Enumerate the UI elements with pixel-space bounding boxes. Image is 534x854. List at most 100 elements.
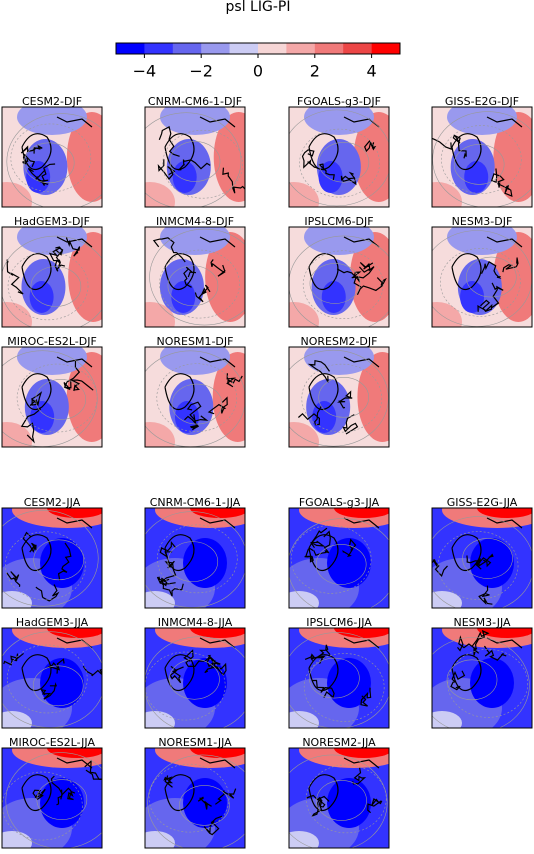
coastline xyxy=(164,637,236,692)
map-frame xyxy=(288,507,390,609)
map-field xyxy=(477,628,532,638)
colorbar-segment xyxy=(314,43,344,54)
panel-title: CESM2-DJF xyxy=(22,95,82,108)
map-field xyxy=(47,748,102,758)
map-field xyxy=(47,508,102,518)
panel-title: NORESM2-JJA xyxy=(302,736,376,749)
panel-title: INMCM4-8-DJF xyxy=(156,215,234,228)
contour xyxy=(440,248,521,317)
contour xyxy=(171,383,223,425)
map-field xyxy=(304,347,374,375)
map-field xyxy=(432,591,462,608)
map-frame xyxy=(144,747,246,849)
coastline xyxy=(21,236,93,291)
coastline xyxy=(432,134,513,197)
contour xyxy=(447,649,529,718)
map-frame xyxy=(144,106,246,208)
coastline xyxy=(164,116,236,171)
map-panel xyxy=(145,508,245,608)
map-field xyxy=(190,508,245,518)
map-field xyxy=(17,227,87,255)
contour xyxy=(149,228,245,326)
map-field xyxy=(447,227,517,255)
map-field xyxy=(172,161,197,193)
map-panel xyxy=(289,748,389,848)
coastline xyxy=(152,237,226,303)
coastline xyxy=(432,553,494,606)
map-frame xyxy=(1,507,103,609)
map-field xyxy=(432,711,462,728)
map-field xyxy=(304,107,374,135)
coastline xyxy=(451,116,523,171)
map-field xyxy=(334,748,389,758)
map-field xyxy=(304,227,374,255)
colorbar-segment xyxy=(343,43,372,54)
coastline xyxy=(6,531,72,602)
panel-title: NORESM1-JJA xyxy=(158,736,232,749)
contour xyxy=(2,235,102,327)
map-panel xyxy=(289,107,389,207)
coastline xyxy=(20,144,56,186)
contour xyxy=(301,363,383,433)
contour xyxy=(289,349,389,447)
panel-title: CNRM-CM6-1-JJA xyxy=(150,496,241,509)
map-frame xyxy=(144,507,246,609)
map-panel xyxy=(145,227,245,327)
map-field xyxy=(2,831,32,848)
contour xyxy=(432,516,532,608)
colorbar-tick-label: 2 xyxy=(310,62,320,81)
map-frame xyxy=(1,226,103,328)
contour xyxy=(289,632,389,728)
map-frame xyxy=(1,346,103,448)
colorbar-segment xyxy=(201,43,230,54)
contour xyxy=(432,111,532,207)
map-field xyxy=(190,628,245,638)
map-field xyxy=(432,302,462,327)
map-field xyxy=(2,182,32,207)
panel-title: CESM2-JJA xyxy=(24,496,81,509)
map-frame xyxy=(288,106,390,208)
map-frame xyxy=(431,507,533,609)
panel-title: INMCM4-8-JJA xyxy=(158,616,233,629)
map-panel xyxy=(2,628,102,728)
map-panel xyxy=(145,347,245,447)
map-panel xyxy=(432,508,532,608)
panel-title: HadGEM3-JJA xyxy=(16,616,89,629)
map-field xyxy=(29,281,54,313)
map-frame xyxy=(1,106,103,208)
colorbar-segment xyxy=(371,43,401,54)
map-field xyxy=(289,711,319,728)
panel-title: FGOALS-g3-JJA xyxy=(299,496,380,509)
contour xyxy=(167,541,219,582)
coastline xyxy=(304,644,372,707)
panel-title: GISS-E2G-DJF xyxy=(445,95,519,108)
map-panel xyxy=(289,628,389,728)
figure-title: psl LIG-PI xyxy=(226,0,291,15)
contour xyxy=(156,363,238,432)
map-panel xyxy=(2,508,102,608)
contour xyxy=(167,265,219,307)
coastline xyxy=(306,767,383,818)
map-panel xyxy=(289,227,389,327)
map-panel xyxy=(2,748,102,848)
map-frame xyxy=(288,747,390,849)
map-field xyxy=(460,281,485,313)
map-field xyxy=(289,422,319,447)
map-field xyxy=(17,347,87,375)
contour xyxy=(309,263,361,304)
contour xyxy=(315,544,367,585)
contour xyxy=(156,524,238,594)
colorbar-tick-label: 4 xyxy=(367,62,377,81)
coastline xyxy=(451,637,523,692)
map-panel xyxy=(432,628,532,728)
map-field xyxy=(190,748,245,758)
contour xyxy=(35,379,87,420)
map-field xyxy=(66,352,102,442)
contour xyxy=(302,250,384,320)
map-frame xyxy=(144,627,246,729)
panel-title: IPSLCM6-DJF xyxy=(304,215,373,228)
map-field xyxy=(171,281,196,313)
contour xyxy=(462,538,513,579)
contour xyxy=(5,752,102,848)
